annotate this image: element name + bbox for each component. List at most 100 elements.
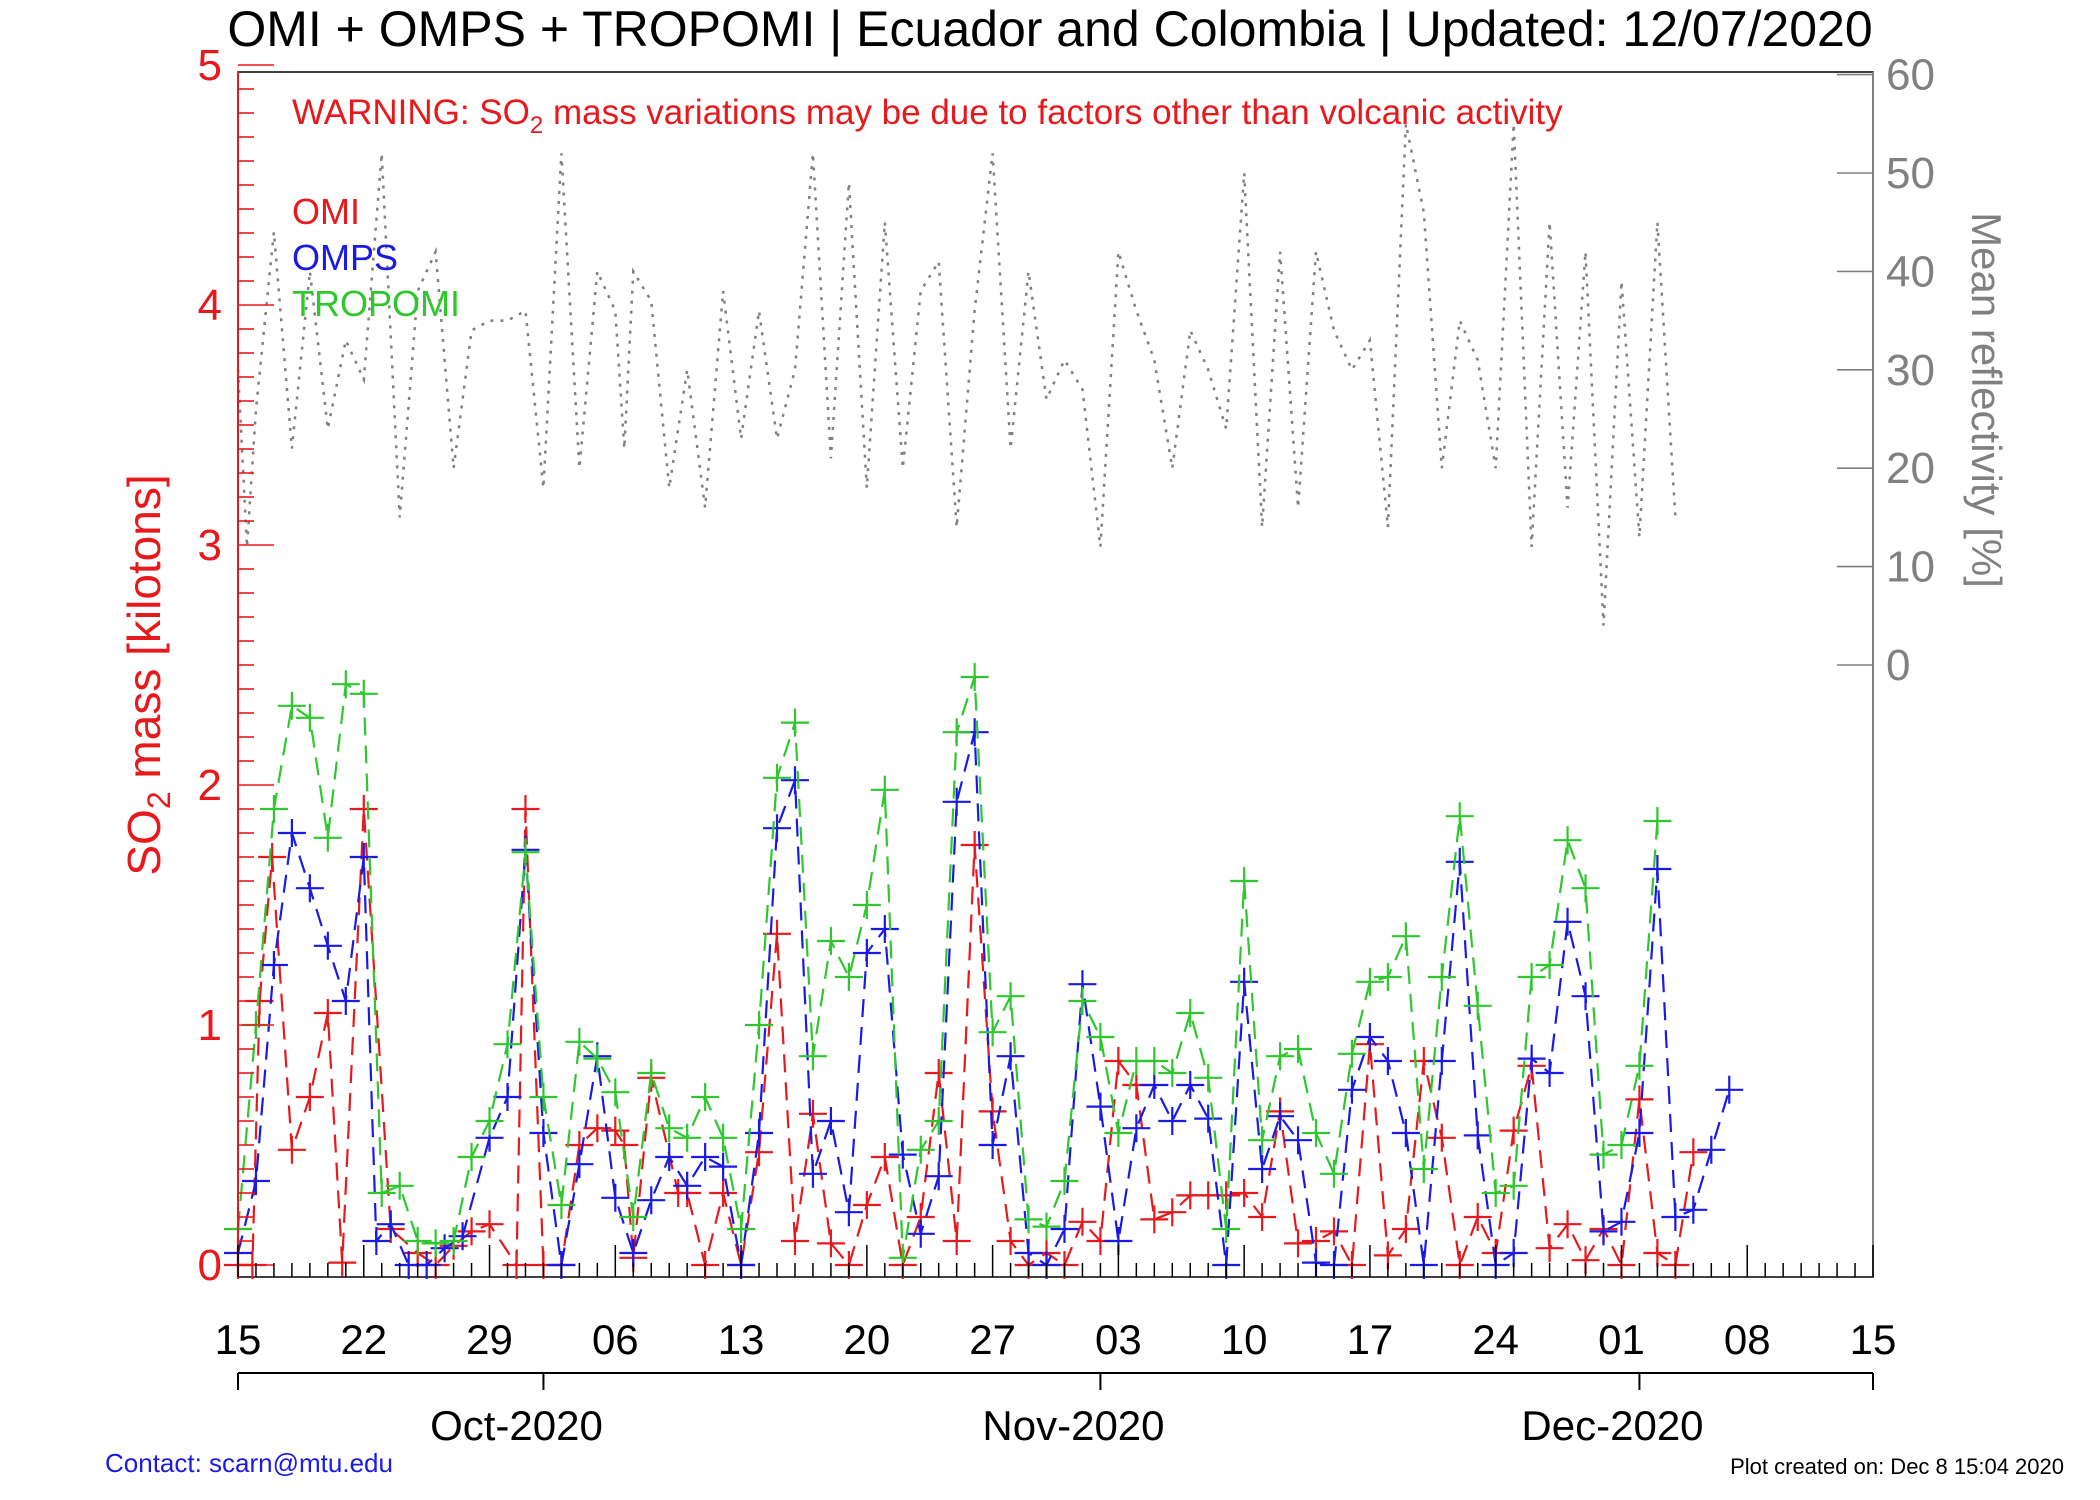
data-point-omi [709,1179,738,1207]
data-point-tropomi [780,708,809,737]
data-point-omps [816,1107,845,1135]
data-point-omps [852,939,881,967]
x-axis-day-label: 10 [1221,1316,1268,1363]
left-axis-tick-label: 0 [198,1241,222,1290]
data-point-tropomi [1032,1212,1061,1241]
data-point-omps [601,1183,630,1212]
data-point-omi [852,1191,881,1219]
data-point-omps [1050,1215,1079,1243]
data-point-omi [942,1227,971,1255]
data-point-tropomi [1302,1119,1331,1147]
warning-text: WARNING: SO2 mass variations may be due … [292,93,1563,139]
legend-entry-omps: OMPS [292,237,398,278]
data-point-tropomi [852,891,881,919]
month-label: Oct-2020 [430,1402,603,1449]
x-axis-day-label: 08 [1724,1316,1771,1363]
x-axis-day-label: 01 [1598,1316,1645,1363]
data-point-omps [1535,1059,1564,1087]
data-point-tropomi [745,1011,774,1039]
x-axis-day-label: 15 [1850,1316,1897,1363]
data-point-omi [870,1143,899,1171]
data-point-tropomi [709,1123,738,1152]
data-point-tropomi [798,1042,827,1071]
data-point-omi [924,1059,953,1087]
data-point-tropomi [1409,1155,1438,1183]
data-point-omps [1158,1107,1187,1135]
data-point-tropomi [637,1059,666,1087]
data-point-omps [349,843,378,871]
data-point-omps [1014,1239,1043,1267]
data-point-omps [565,1150,594,1179]
data-point-tropomi [1535,951,1564,979]
series-line-reflectivity [236,123,1677,626]
data-point-tropomi [1427,963,1456,991]
data-point-omi [1535,1234,1564,1263]
left-axis-label-suffix: mass [kilotons] [118,474,170,791]
data-point-omps [673,1171,702,1200]
data-point-tropomi [1212,1215,1241,1243]
data-point-tropomi [1553,826,1582,855]
data-point-tropomi [1068,987,1097,1015]
data-point-omps [1553,907,1582,936]
data-point-omps [619,1239,648,1267]
data-point-tropomi [313,823,342,852]
warning-prefix: WARNING: SO [292,93,530,132]
data-point-tropomi [906,1135,935,1164]
right-axis-tick-label: 60 [1886,51,1935,100]
data-point-tropomi [1266,1042,1295,1071]
right-axis-tick-label: 40 [1886,247,1935,296]
data-point-omi [996,1227,1025,1255]
data-point-omps [1643,855,1672,883]
data-point-omi [277,1135,306,1164]
data-point-omps [1715,1075,1744,1104]
data-point-omps [529,1119,558,1147]
data-point-omps [888,1140,917,1169]
data-point-omi [1391,1215,1420,1243]
data-point-omps [763,814,792,843]
data-point-tropomi [403,1227,432,1255]
data-point-omps [295,874,324,903]
warning-suffix: mass variations may be due to factors ot… [543,93,1563,132]
data-point-omps [1661,1203,1690,1231]
data-point-tropomi [942,718,971,747]
data-point-omps [1679,1195,1708,1224]
data-point-omps [1625,1119,1654,1147]
x-axis-day-label: 27 [969,1316,1016,1363]
right-axis-tick-label: 20 [1886,444,1935,493]
data-point-tropomi [457,1143,486,1171]
data-point-omps [1697,1135,1726,1164]
contact-text: Contact: scarn@mtu.edu [105,1448,393,1478]
data-point-omps [1391,1119,1420,1147]
data-point-omps [1337,1075,1366,1104]
data-point-tropomi [1086,1023,1115,1051]
data-point-omps [655,1143,684,1171]
series-line-omi [238,808,1695,1270]
data-point-omps [637,1186,666,1215]
right-axis-tick-label: 30 [1886,346,1935,395]
data-point-tropomi [1319,1159,1348,1188]
data-point-omi [475,1210,504,1239]
data-point-tropomi [763,763,792,792]
data-point-omi [1463,1203,1492,1231]
data-point-tropomi [331,670,360,699]
data-point-omi [1230,1179,1259,1207]
data-point-tropomi [870,775,899,804]
data-point-tropomi [727,1215,756,1243]
data-point-omps [259,951,288,979]
data-point-tropomi [385,1171,414,1200]
data-point-tropomi [1589,1140,1618,1169]
series-line-omps [236,731,1731,1267]
data-point-tropomi [529,1083,558,1111]
data-point-omps [376,1210,405,1239]
data-point-omps [1284,1126,1313,1155]
x-axis-day-label: 03 [1095,1316,1142,1363]
data-point-tropomi [1517,963,1546,991]
data-point-omps [362,1227,391,1255]
data-point-omps [331,987,360,1015]
data-point-tropomi [511,838,540,867]
data-point-omps [1266,1102,1295,1131]
data-point-tropomi [1140,1047,1169,1075]
data-point-omps [1607,1207,1636,1236]
data-point-omps [1445,847,1474,876]
data-point-omi [258,843,287,871]
